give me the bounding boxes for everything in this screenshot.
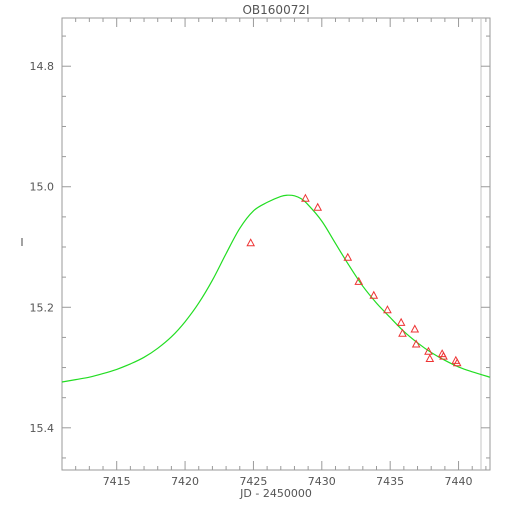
observation-markers xyxy=(246,193,462,367)
x-tick-label: 7440 xyxy=(445,475,473,488)
observation-point xyxy=(424,346,433,355)
x-tick-label: 7420 xyxy=(171,475,199,488)
x-axis-label: JD - 2450000 xyxy=(239,487,312,500)
x-tick-label: 7425 xyxy=(239,475,267,488)
y-tick-label: 15.0 xyxy=(30,181,55,194)
axis-ticks xyxy=(61,18,490,470)
observation-point xyxy=(410,324,420,333)
y-axis-label: I xyxy=(20,236,23,249)
observation-point xyxy=(246,238,256,247)
observation-point xyxy=(425,353,435,363)
observation-point xyxy=(398,328,407,337)
y-tick-label: 15.2 xyxy=(30,301,55,314)
x-tick-labels: 7415 7420 7425 7430 7435 7440 xyxy=(103,475,473,488)
y-tick-label: 14.8 xyxy=(30,60,55,73)
observation-point xyxy=(313,202,323,211)
observation-point xyxy=(383,305,392,314)
observation-point xyxy=(301,193,310,202)
plot-frame xyxy=(61,17,491,471)
model-curve-line xyxy=(61,194,491,383)
x-tick-label: 7415 xyxy=(103,475,131,488)
y-tick-labels: 14.8 15.0 15.2 15.4 xyxy=(30,60,55,435)
observation-point xyxy=(439,351,448,360)
observation-point xyxy=(452,358,462,367)
observation-point xyxy=(354,276,364,285)
observation-point xyxy=(396,317,406,326)
x-tick-label: 7435 xyxy=(376,475,404,488)
x-tick-label: 7430 xyxy=(308,475,336,488)
observation-point xyxy=(411,339,421,348)
y-tick-label: 15.4 xyxy=(30,422,55,435)
observation-point xyxy=(369,290,379,299)
observation-point xyxy=(343,252,353,261)
chart-title: OB160072I xyxy=(242,3,309,17)
